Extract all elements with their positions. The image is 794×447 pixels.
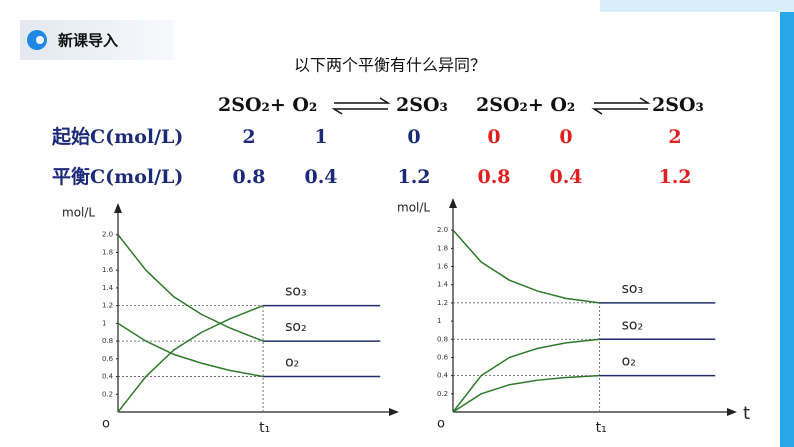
y-tick-label: 1.4 [437, 281, 449, 289]
series-label: o₂ [285, 355, 299, 371]
equation-products: 2SO₃ [652, 94, 704, 116]
y-tick-label: 1 [437, 317, 441, 325]
equilibrium-arrow [591, 108, 648, 115]
logo-dot [36, 36, 44, 44]
y-tick-label: 1.6 [102, 266, 114, 274]
cell: 0.4 [304, 166, 337, 188]
cell: 0.4 [549, 166, 582, 188]
y-tick-label: 0.2 [437, 390, 448, 398]
equilibrium-arrow [594, 97, 651, 104]
row-label: 平衡C(mol/L) [52, 165, 183, 188]
row-label: 起始C(mol/L) [51, 125, 183, 148]
series-label: o₂ [622, 354, 636, 370]
y-tick-label: 0.6 [102, 355, 114, 363]
y-axis-arrow [449, 198, 457, 208]
question: 以下两个平衡有什么异同？ [294, 56, 486, 75]
equations: 2SO₂+ O₂ 2SO₃ 2SO₂+ O₂ 2SO₃ [218, 94, 704, 116]
equilibrium-arrow [331, 108, 388, 115]
series-curve [117, 322, 264, 378]
y-axis-label: mol/L [62, 206, 95, 220]
cell: 0.8 [477, 166, 510, 188]
cell: 1.2 [397, 166, 430, 188]
y-tick-label: 1.6 [437, 263, 449, 271]
y-tick-label: 1.8 [437, 244, 448, 252]
y-tick-label: 1.4 [102, 284, 114, 292]
cell: 0.8 [232, 166, 265, 188]
cell: 2 [242, 126, 255, 148]
origin-label: o [437, 417, 445, 432]
x-tick-label: t₁ [596, 420, 607, 436]
y-tick-label: 2.0 [437, 226, 448, 234]
series-label: so₃ [285, 284, 306, 300]
y-tick-label: 0.4 [437, 372, 449, 380]
y-tick-label: 1.2 [102, 302, 113, 310]
y-tick-label: 1 [102, 319, 106, 327]
series-label: so₂ [285, 319, 306, 335]
table: 起始C(mol/L) 2 1 0 0 0 2 平衡C(mol/L) 0.8 0.4 1.2 0.8 0.… [51, 125, 692, 188]
y-tick-label: 1.2 [437, 299, 448, 307]
y-tick-label: 0.6 [437, 353, 449, 361]
cell: 0 [407, 126, 420, 148]
series-curve [452, 338, 600, 413]
equation-reactants: 2SO₂+ O₂ [476, 94, 575, 116]
x-axis-label: t [743, 403, 750, 424]
y-tick-label: 1.8 [102, 248, 113, 256]
cell: 2 [668, 126, 681, 148]
equilibrium-arrow [334, 97, 391, 104]
cell: 0 [487, 126, 500, 148]
origin-label: o [102, 417, 110, 432]
cell: 1 [314, 126, 327, 148]
series-curve [117, 234, 264, 342]
y-axis-arrow [114, 203, 122, 213]
series-label: so₂ [622, 317, 643, 333]
x-axis-arrow [727, 408, 737, 416]
top-band [600, 0, 794, 12]
series-curve [452, 374, 600, 413]
equation-products: 2SO₃ [396, 94, 448, 116]
equation-reactants: 2SO₂+ O₂ [218, 94, 317, 116]
y-tick-label: 0.4 [102, 373, 114, 381]
x-tick-label: t₁ [259, 420, 270, 436]
cell: 0 [559, 126, 572, 148]
y-tick-label: 0.8 [102, 337, 113, 345]
side-band [780, 0, 794, 447]
series-curve [452, 229, 600, 304]
series-curve [117, 304, 264, 413]
y-tick-label: 2.0 [102, 231, 113, 239]
cell: 1.2 [658, 166, 691, 188]
y-tick-label: 0.2 [102, 390, 113, 398]
y-tick-label: 0.8 [437, 335, 448, 343]
series-label: so₃ [622, 281, 643, 297]
y-axis-label: mol/L [397, 201, 430, 215]
charts: mol/L o 0.2 0.4 0.6 0.8 1 1.2 1.4 1.6 1.8 2.0 t₁ so₃ s… [62, 198, 750, 436]
x-axis-arrow [389, 408, 399, 416]
header-title: 新课导入 [58, 32, 118, 50]
